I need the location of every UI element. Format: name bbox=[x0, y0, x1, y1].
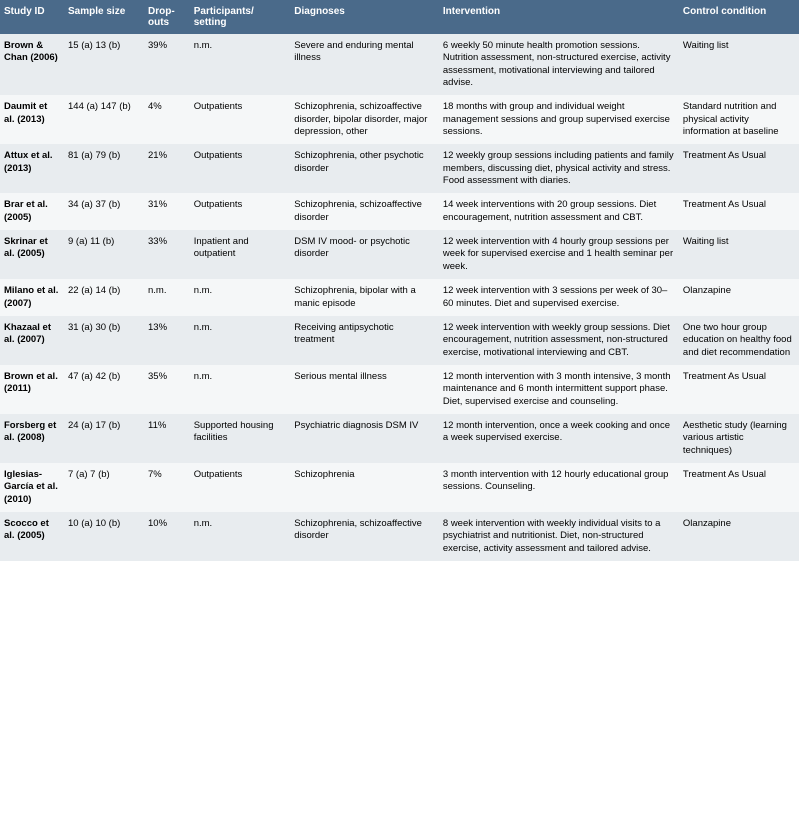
cell-study_id: Forsberg et al. (2008) bbox=[0, 414, 64, 463]
cell-sample_size: 31 (a) 30 (b) bbox=[64, 316, 144, 365]
cell-diagnoses: DSM IV mood- or psychotic disorder bbox=[290, 230, 439, 279]
cell-diagnoses: Schizophrenia, schizoaffective disorder bbox=[290, 512, 439, 561]
cell-study_id: Khazaal et al. (2007) bbox=[0, 316, 64, 365]
table-row: Scocco et al. (2005)10 (a) 10 (b)10%n.m.… bbox=[0, 512, 799, 561]
cell-diagnoses: Serious mental illness bbox=[290, 365, 439, 414]
cell-diagnoses: Schizophrenia bbox=[290, 463, 439, 512]
cell-control: Treatment As Usual bbox=[679, 365, 799, 414]
cell-dropouts: 39% bbox=[144, 34, 190, 95]
cell-intervention: 12 weekly group sessions including patie… bbox=[439, 144, 679, 193]
cell-diagnoses: Schizophrenia, bipolar with a manic epis… bbox=[290, 279, 439, 316]
table-header: Study ID Sample size Drop-outs Participa… bbox=[0, 0, 799, 34]
cell-control: Treatment As Usual bbox=[679, 144, 799, 193]
cell-intervention: 18 months with group and individual weig… bbox=[439, 95, 679, 144]
cell-sample_size: 22 (a) 14 (b) bbox=[64, 279, 144, 316]
cell-sample_size: 24 (a) 17 (b) bbox=[64, 414, 144, 463]
cell-sample_size: 7 (a) 7 (b) bbox=[64, 463, 144, 512]
cell-diagnoses: Schizophrenia, schizoaffective disorder,… bbox=[290, 95, 439, 144]
cell-dropouts: 21% bbox=[144, 144, 190, 193]
cell-sample_size: 10 (a) 10 (b) bbox=[64, 512, 144, 561]
col-study-id: Study ID bbox=[0, 0, 64, 34]
cell-diagnoses: Schizophrenia, schizoaffective disorder bbox=[290, 193, 439, 230]
cell-control: Waiting list bbox=[679, 230, 799, 279]
table-row: Iglesias-García et al. (2010)7 (a) 7 (b)… bbox=[0, 463, 799, 512]
table-row: Skrinar et al. (2005)9 (a) 11 (b)33%Inpa… bbox=[0, 230, 799, 279]
cell-control: Treatment As Usual bbox=[679, 193, 799, 230]
cell-dropouts: 33% bbox=[144, 230, 190, 279]
cell-dropouts: n.m. bbox=[144, 279, 190, 316]
col-diagnoses: Diagnoses bbox=[290, 0, 439, 34]
cell-setting: Inpatient and outpatient bbox=[190, 230, 291, 279]
cell-control: Olanzapine bbox=[679, 279, 799, 316]
cell-intervention: 12 month intervention with 3 month inten… bbox=[439, 365, 679, 414]
cell-intervention: 14 week interventions with 20 group sess… bbox=[439, 193, 679, 230]
table-row: Brar et al. (2005)34 (a) 37 (b)31%Outpat… bbox=[0, 193, 799, 230]
cell-intervention: 12 week intervention with weekly group s… bbox=[439, 316, 679, 365]
col-intervention: Intervention bbox=[439, 0, 679, 34]
cell-sample_size: 81 (a) 79 (b) bbox=[64, 144, 144, 193]
col-setting: Participants/ setting bbox=[190, 0, 291, 34]
cell-study_id: Brar et al. (2005) bbox=[0, 193, 64, 230]
cell-intervention: 6 weekly 50 minute health promotion sess… bbox=[439, 34, 679, 95]
col-sample-size: Sample size bbox=[64, 0, 144, 34]
cell-intervention: 3 month intervention with 12 hourly educ… bbox=[439, 463, 679, 512]
cell-intervention: 12 month intervention, once a week cooki… bbox=[439, 414, 679, 463]
cell-dropouts: 13% bbox=[144, 316, 190, 365]
cell-study_id: Brown et al. (2011) bbox=[0, 365, 64, 414]
cell-control: Treatment As Usual bbox=[679, 463, 799, 512]
cell-dropouts: 35% bbox=[144, 365, 190, 414]
cell-control: Standard nutrition and physical activity… bbox=[679, 95, 799, 144]
table-row: Milano et al. (2007)22 (a) 14 (b)n.m.n.m… bbox=[0, 279, 799, 316]
cell-control: Waiting list bbox=[679, 34, 799, 95]
table-row: Brown & Chan (2006)15 (a) 13 (b)39%n.m.S… bbox=[0, 34, 799, 95]
cell-sample_size: 15 (a) 13 (b) bbox=[64, 34, 144, 95]
cell-diagnoses: Psychiatric diagnosis DSM IV bbox=[290, 414, 439, 463]
cell-dropouts: 31% bbox=[144, 193, 190, 230]
studies-table: Study ID Sample size Drop-outs Participa… bbox=[0, 0, 799, 561]
cell-dropouts: 11% bbox=[144, 414, 190, 463]
cell-intervention: 8 week intervention with weekly individu… bbox=[439, 512, 679, 561]
cell-sample_size: 9 (a) 11 (b) bbox=[64, 230, 144, 279]
cell-sample_size: 144 (a) 147 (b) bbox=[64, 95, 144, 144]
cell-diagnoses: Severe and enduring mental illness bbox=[290, 34, 439, 95]
cell-diagnoses: Schizophrenia, other psychotic disorder bbox=[290, 144, 439, 193]
cell-study_id: Skrinar et al. (2005) bbox=[0, 230, 64, 279]
cell-intervention: 12 week intervention with 3 sessions per… bbox=[439, 279, 679, 316]
cell-setting: n.m. bbox=[190, 316, 291, 365]
cell-study_id: Scocco et al. (2005) bbox=[0, 512, 64, 561]
cell-control: One two hour group education on healthy … bbox=[679, 316, 799, 365]
cell-control: Aesthetic study (learning various artist… bbox=[679, 414, 799, 463]
cell-setting: n.m. bbox=[190, 512, 291, 561]
cell-setting: Outpatients bbox=[190, 193, 291, 230]
col-control: Control condition bbox=[679, 0, 799, 34]
col-dropouts: Drop-outs bbox=[144, 0, 190, 34]
cell-control: Olanzapine bbox=[679, 512, 799, 561]
cell-sample_size: 47 (a) 42 (b) bbox=[64, 365, 144, 414]
cell-study_id: Milano et al. (2007) bbox=[0, 279, 64, 316]
table-row: Daumit et al. (2013)144 (a) 147 (b)4%Out… bbox=[0, 95, 799, 144]
cell-setting: Outpatients bbox=[190, 144, 291, 193]
cell-diagnoses: Receiving antipsychotic treatment bbox=[290, 316, 439, 365]
table-row: Forsberg et al. (2008)24 (a) 17 (b)11%Su… bbox=[0, 414, 799, 463]
cell-study_id: Brown & Chan (2006) bbox=[0, 34, 64, 95]
cell-study_id: Iglesias-García et al. (2010) bbox=[0, 463, 64, 512]
cell-setting: Supported housing facilities bbox=[190, 414, 291, 463]
table-row: Khazaal et al. (2007)31 (a) 30 (b)13%n.m… bbox=[0, 316, 799, 365]
cell-study_id: Daumit et al. (2013) bbox=[0, 95, 64, 144]
cell-intervention: 12 week intervention with 4 hourly group… bbox=[439, 230, 679, 279]
cell-setting: n.m. bbox=[190, 365, 291, 414]
cell-dropouts: 10% bbox=[144, 512, 190, 561]
cell-dropouts: 7% bbox=[144, 463, 190, 512]
cell-dropouts: 4% bbox=[144, 95, 190, 144]
cell-setting: n.m. bbox=[190, 34, 291, 95]
table-body: Brown & Chan (2006)15 (a) 13 (b)39%n.m.S… bbox=[0, 34, 799, 561]
table-row: Brown et al. (2011)47 (a) 42 (b)35%n.m.S… bbox=[0, 365, 799, 414]
cell-setting: Outpatients bbox=[190, 463, 291, 512]
cell-setting: Outpatients bbox=[190, 95, 291, 144]
table-row: Attux et al. (2013)81 (a) 79 (b)21%Outpa… bbox=[0, 144, 799, 193]
cell-study_id: Attux et al. (2013) bbox=[0, 144, 64, 193]
cell-sample_size: 34 (a) 37 (b) bbox=[64, 193, 144, 230]
cell-setting: n.m. bbox=[190, 279, 291, 316]
